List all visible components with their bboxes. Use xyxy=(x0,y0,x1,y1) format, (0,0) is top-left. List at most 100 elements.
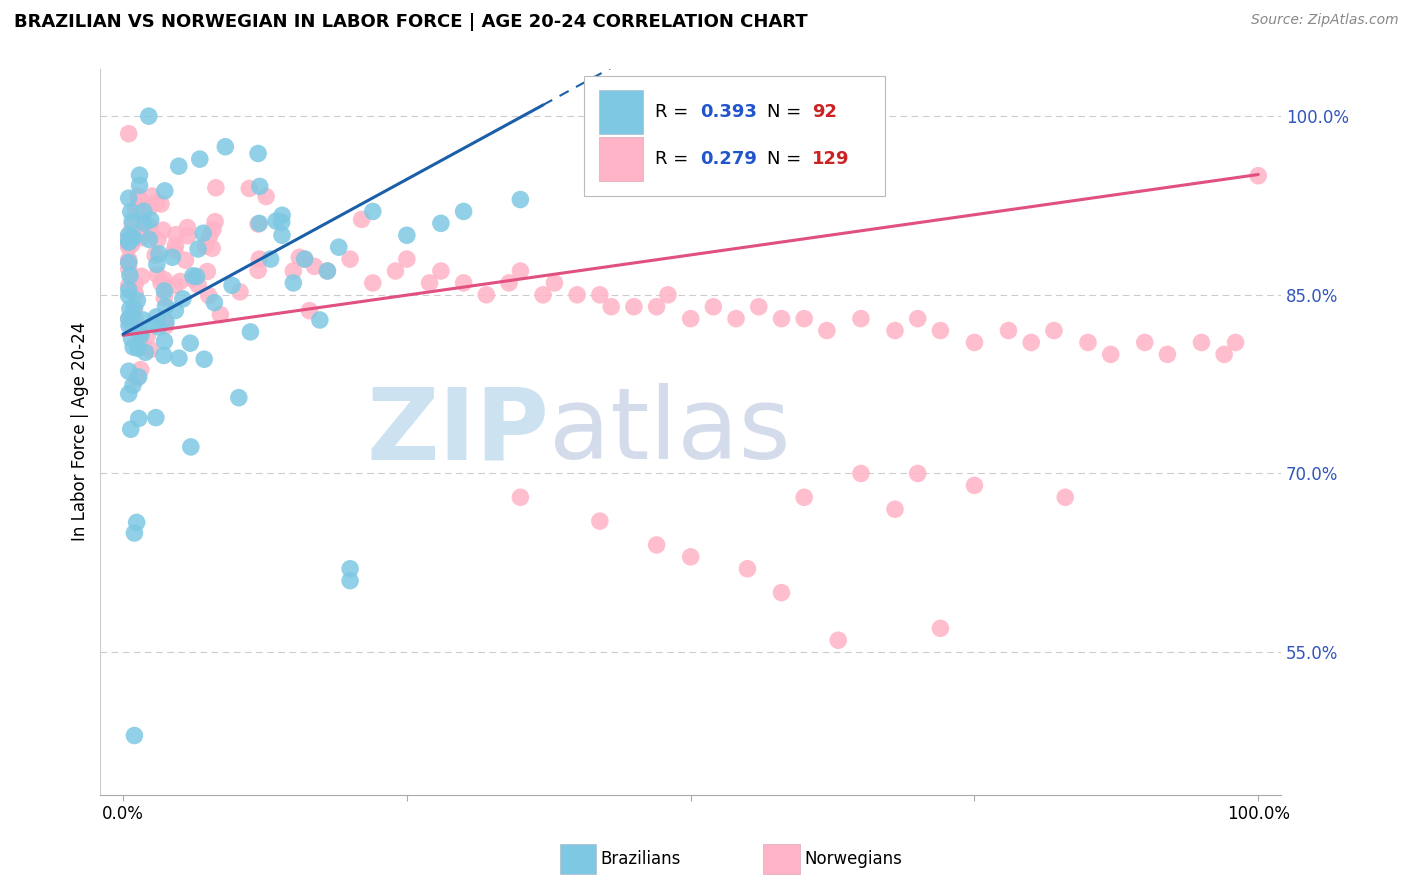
Point xyxy=(1225,335,1247,350)
Point xyxy=(827,633,849,648)
Point xyxy=(118,240,141,254)
Point xyxy=(963,478,986,492)
Point xyxy=(121,237,143,252)
Point xyxy=(165,227,187,242)
Point xyxy=(122,301,145,316)
Point xyxy=(186,269,208,284)
Point xyxy=(271,208,294,222)
Point xyxy=(737,562,759,576)
Point xyxy=(247,146,270,161)
Point xyxy=(165,303,187,318)
Text: 0.279: 0.279 xyxy=(700,151,756,169)
Point xyxy=(361,204,384,219)
Point xyxy=(118,127,141,141)
Point xyxy=(139,219,162,234)
Point xyxy=(294,252,316,266)
Point xyxy=(118,283,141,297)
Point xyxy=(316,264,339,278)
Point xyxy=(350,212,373,227)
Point xyxy=(247,263,270,277)
Point xyxy=(128,168,150,182)
Point xyxy=(139,212,162,227)
Point xyxy=(509,264,531,278)
Point xyxy=(125,371,148,385)
Point xyxy=(181,272,204,286)
Point xyxy=(1019,335,1042,350)
Point xyxy=(145,410,167,425)
Text: atlas: atlas xyxy=(548,384,790,480)
Text: 0.393: 0.393 xyxy=(700,103,756,121)
Point xyxy=(509,193,531,207)
Point xyxy=(118,386,141,401)
Point xyxy=(283,264,305,278)
Point xyxy=(221,278,243,293)
Point xyxy=(138,233,160,247)
Point xyxy=(247,216,270,230)
Point xyxy=(600,300,623,314)
Point xyxy=(1156,347,1178,361)
Point xyxy=(205,181,228,195)
Point xyxy=(121,229,143,244)
Point xyxy=(136,224,159,238)
Point xyxy=(118,235,141,250)
Point xyxy=(849,467,872,481)
Point xyxy=(1133,335,1156,350)
Point xyxy=(1213,347,1236,361)
Point xyxy=(645,538,668,552)
Point xyxy=(136,329,159,343)
Point xyxy=(180,440,202,454)
Point xyxy=(531,288,554,302)
Point xyxy=(124,526,146,541)
Point xyxy=(748,300,770,314)
Point xyxy=(120,422,142,436)
Point xyxy=(589,288,612,302)
Point xyxy=(129,326,152,340)
Point xyxy=(129,328,152,343)
Point xyxy=(120,318,142,332)
Text: R =: R = xyxy=(655,103,695,121)
Point xyxy=(153,284,176,298)
Point xyxy=(201,222,224,236)
Point xyxy=(121,332,143,346)
Point xyxy=(193,227,215,241)
Point xyxy=(679,311,702,326)
Point xyxy=(963,335,986,350)
Point xyxy=(214,140,236,154)
Point xyxy=(884,324,907,338)
Point xyxy=(294,252,316,266)
Point xyxy=(770,311,793,326)
Point xyxy=(118,228,141,243)
Point xyxy=(128,370,150,384)
Text: R =: R = xyxy=(655,151,695,169)
Point xyxy=(815,324,838,338)
Point xyxy=(143,318,166,332)
Point xyxy=(127,342,149,356)
Point xyxy=(122,340,145,354)
Point xyxy=(118,262,141,277)
Point xyxy=(1247,169,1270,183)
Point xyxy=(127,293,149,308)
Point xyxy=(148,247,170,261)
Point xyxy=(121,219,143,233)
Point xyxy=(124,277,146,291)
Point xyxy=(188,152,211,166)
Point xyxy=(118,268,141,283)
Point xyxy=(283,276,305,290)
Point xyxy=(122,231,145,245)
Point xyxy=(153,334,176,349)
Point xyxy=(124,286,146,301)
Point xyxy=(165,278,187,293)
Point xyxy=(194,239,217,253)
Point xyxy=(565,288,588,302)
Point xyxy=(339,574,361,588)
Point xyxy=(657,288,679,302)
Point xyxy=(128,411,150,425)
Point xyxy=(141,189,163,203)
Point xyxy=(229,285,252,299)
Point xyxy=(162,250,184,264)
Point xyxy=(298,303,321,318)
Point xyxy=(172,292,194,306)
Point xyxy=(118,289,141,303)
Point xyxy=(543,276,565,290)
Point xyxy=(264,214,287,228)
